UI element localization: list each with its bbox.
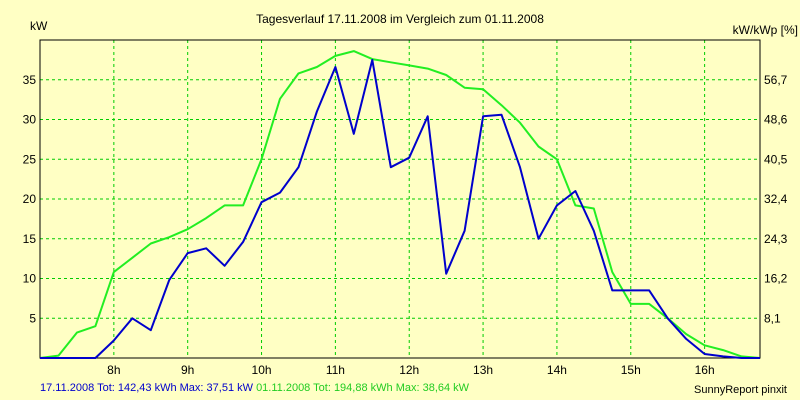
y-tick-label-left: 20 [23, 192, 37, 206]
y-tick-label-right: 56,7 [764, 73, 788, 87]
y-tick-label-left: 5 [29, 311, 36, 325]
credit-text: SunnyReport pinxit [694, 384, 787, 396]
y-tick-label-left: 30 [23, 113, 37, 127]
legend: 17.11.2008 Tot: 142,43 kWh Max: 37,51 kW… [40, 382, 469, 394]
series-lines [39, 50, 761, 359]
axis-ticks: 8h 9h 10h 11h 12h 13h 14h 15h 16h 5 10 15 20 25 30 35 8,… [23, 73, 788, 377]
x-tick-label: 10h [252, 363, 272, 377]
legend-series-2: 01.11.2008 Tot: 194,88 kWh Max: 38,64 kW [256, 382, 470, 394]
y-tick-label-right: 40,5 [764, 152, 788, 166]
y-tick-label-right: 48,6 [764, 113, 788, 127]
x-tick-label: 14h [547, 363, 567, 377]
x-tick-label: 12h [399, 363, 419, 377]
y-tick-label-right: 16,2 [764, 272, 788, 286]
plot-frame [39, 39, 761, 359]
y-tick-label-right: 24,3 [764, 232, 788, 246]
x-tick-label: 8h [107, 363, 120, 377]
y-tick-label-left: 35 [23, 73, 37, 87]
y-axis-label-left: kW [30, 19, 48, 33]
y-tick-label-right: 8,1 [764, 311, 781, 325]
x-tick-label: 13h [473, 363, 493, 377]
x-tick-label: 11h [326, 363, 345, 377]
y-tick-label-left: 15 [23, 232, 37, 246]
grid [40, 40, 760, 358]
x-tick-label: 16h [695, 363, 715, 377]
legend-series-1: 17.11.2008 Tot: 142,43 kWh Max: 37,51 kW [40, 382, 253, 394]
y-tick-label-left: 10 [23, 272, 37, 286]
x-tick-label: 15h [621, 363, 641, 377]
series-line-01-11-2008 [39, 50, 761, 359]
chart-title: Tagesverlauf 17.11.2008 im Vergleich zum… [256, 12, 544, 26]
y-axis-label-right: kW/kWp [%] [733, 23, 798, 37]
y-tick-label-right: 32,4 [764, 192, 788, 206]
series-line-17-11-2008 [40, 58, 760, 359]
x-tick-label: 9h [181, 363, 194, 377]
y-tick-label-left: 25 [23, 152, 37, 166]
